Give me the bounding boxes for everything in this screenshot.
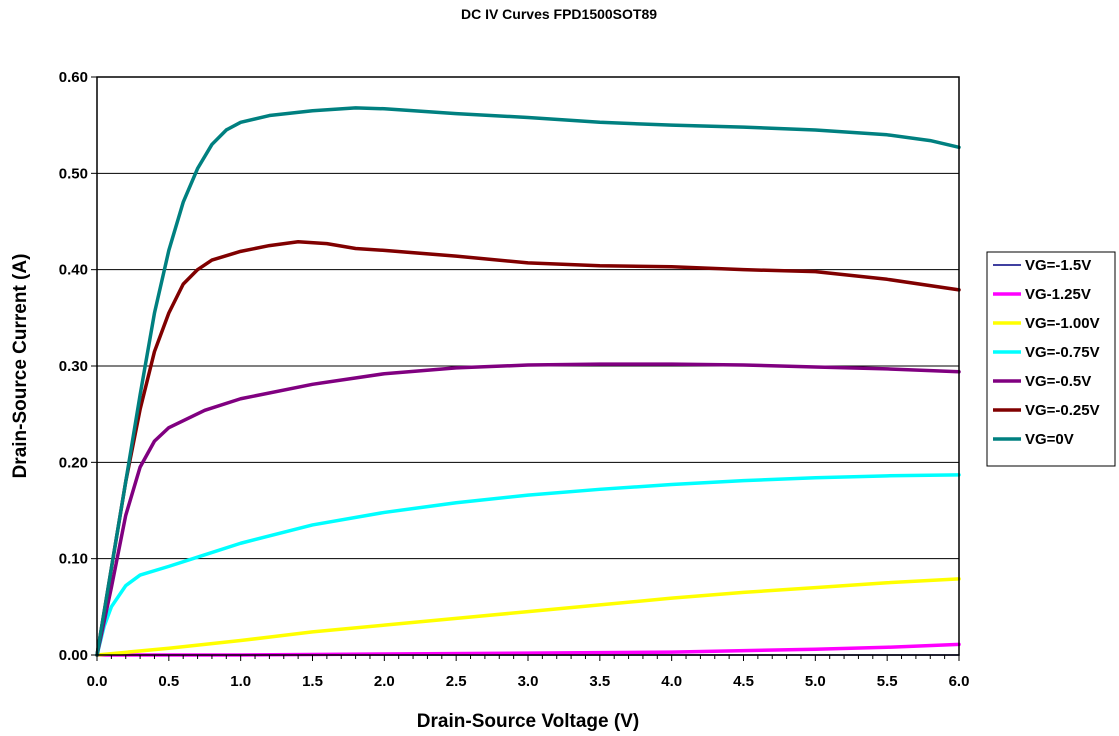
x-tick-label: 4.0 bbox=[661, 673, 682, 690]
y-tick-label: 0.30 bbox=[59, 358, 88, 375]
y-tick-label: 0.60 bbox=[59, 69, 88, 86]
y-tick-label: 0.50 bbox=[59, 165, 88, 182]
x-tick-label: 2.0 bbox=[374, 673, 395, 690]
series-line-5 bbox=[95, 362, 961, 657]
legend-label-1: VG=-1.5V bbox=[1025, 257, 1091, 274]
series-line-4 bbox=[95, 473, 961, 657]
x-tick-label: 4.5 bbox=[733, 673, 754, 690]
series-line-3 bbox=[95, 577, 961, 657]
y-axis-label: Drain-Source Current (A) bbox=[10, 254, 31, 479]
legend-label-5: VG=-0.5V bbox=[1025, 373, 1091, 390]
x-tick-label: 0.0 bbox=[87, 673, 108, 690]
x-tick-label: 3.5 bbox=[589, 673, 610, 690]
series-line-2 bbox=[95, 642, 961, 657]
y-tick-label: 0.40 bbox=[59, 262, 88, 279]
x-tick-label: 1.0 bbox=[230, 673, 251, 690]
chart-title: DC IV Curves FPD1500SOT89 bbox=[461, 6, 657, 22]
series-layer bbox=[95, 106, 961, 657]
legend-label-3: VG=-1.00V bbox=[1025, 315, 1100, 332]
legend-box bbox=[986, 251, 1116, 467]
x-tick-label: 6.0 bbox=[949, 673, 970, 690]
x-tick-label: 5.0 bbox=[805, 673, 826, 690]
legend-label-4: VG=-0.75V bbox=[1025, 344, 1100, 361]
x-tick-label: 0.5 bbox=[158, 673, 179, 690]
x-tick-label: 3.0 bbox=[518, 673, 539, 690]
y-tick-label: 0.00 bbox=[59, 647, 88, 664]
y-tick-label: 0.10 bbox=[59, 551, 88, 568]
legend: VG=-1.5V VG-1.25V VG=-1.00V VG=-0.75V VG=-0.… bbox=[986, 251, 1116, 467]
x-axis-label: Drain-Source Voltage (V) bbox=[417, 711, 639, 732]
y-tick-label: 0.20 bbox=[59, 454, 88, 471]
legend-label-2: VG-1.25V bbox=[1025, 286, 1091, 303]
x-tick-label: 2.5 bbox=[446, 673, 467, 690]
legend-items: VG=-1.5V VG-1.25V VG=-1.00V VG=-0.75V VG=-0.… bbox=[993, 257, 1100, 448]
y-axis-ticks: 0.00 0.10 0.20 0.30 0.40 0.50 0.60 bbox=[59, 69, 97, 664]
x-tick-label: 1.5 bbox=[302, 673, 323, 690]
legend-label-6: VG=-0.25V bbox=[1025, 402, 1100, 419]
series-line-6 bbox=[95, 239, 961, 657]
x-tick-label: 5.5 bbox=[877, 673, 898, 690]
series-line-7 bbox=[95, 106, 961, 657]
legend-label-7: VG=0V bbox=[1025, 431, 1074, 448]
x-axis-ticks: 0.0 0.5 1.0 1.5 2.0 2.5 3.0 3.5 4.0 4.5 5.0 5.5 6.0 bbox=[87, 655, 970, 690]
